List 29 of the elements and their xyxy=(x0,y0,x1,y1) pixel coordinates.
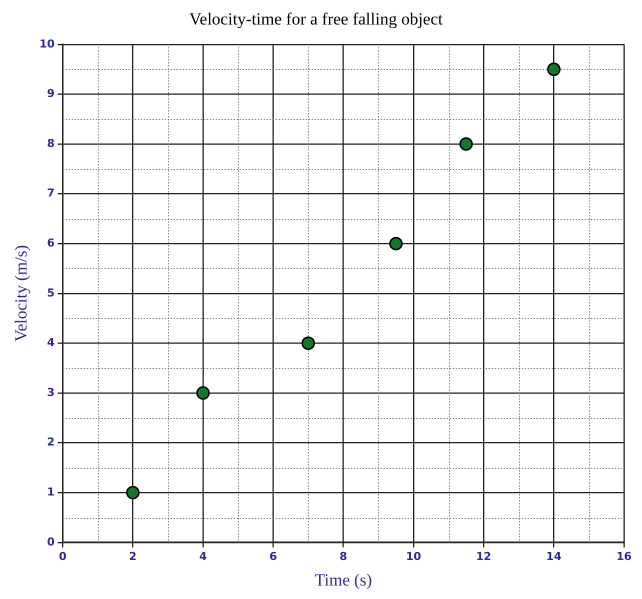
x-tick-label: 12 xyxy=(476,550,492,563)
x-tick-label: 16 xyxy=(616,550,632,563)
x-tick-label: 14 xyxy=(546,550,562,563)
y-tick-label: 1 xyxy=(47,485,55,498)
point xyxy=(302,336,316,350)
y-tick-label: 5 xyxy=(47,286,55,300)
point xyxy=(459,137,473,151)
x-tick-label: 4 xyxy=(199,550,208,563)
chart-title: Velocity-time for a free falling object xyxy=(189,10,444,29)
point xyxy=(547,62,561,76)
x-tick-label: 10 xyxy=(406,550,422,563)
x-tick-label: 8 xyxy=(340,550,348,563)
y-tick-label: 3 xyxy=(47,386,55,399)
y-tick-label: 4 xyxy=(47,336,56,350)
y-tick-label: 2 xyxy=(47,436,55,449)
y-tick-label: 9 xyxy=(47,87,55,100)
y-axis-title: Velocity (m/s) xyxy=(12,245,31,342)
point xyxy=(126,486,140,500)
y-tick-label: 10 xyxy=(39,37,56,50)
y-tick-label: 8 xyxy=(47,136,55,150)
y-tick-label: 0 xyxy=(47,535,56,548)
x-tick-label: 0 xyxy=(58,550,67,563)
x-tick-label: 6 xyxy=(269,550,278,563)
x-tick-label: 2 xyxy=(129,550,137,563)
y-tick-label: 7 xyxy=(47,186,55,200)
point xyxy=(196,386,210,400)
y-tick-label: 6 xyxy=(47,236,56,250)
point xyxy=(389,236,403,250)
x-axis-title: Time (s) xyxy=(314,570,372,590)
